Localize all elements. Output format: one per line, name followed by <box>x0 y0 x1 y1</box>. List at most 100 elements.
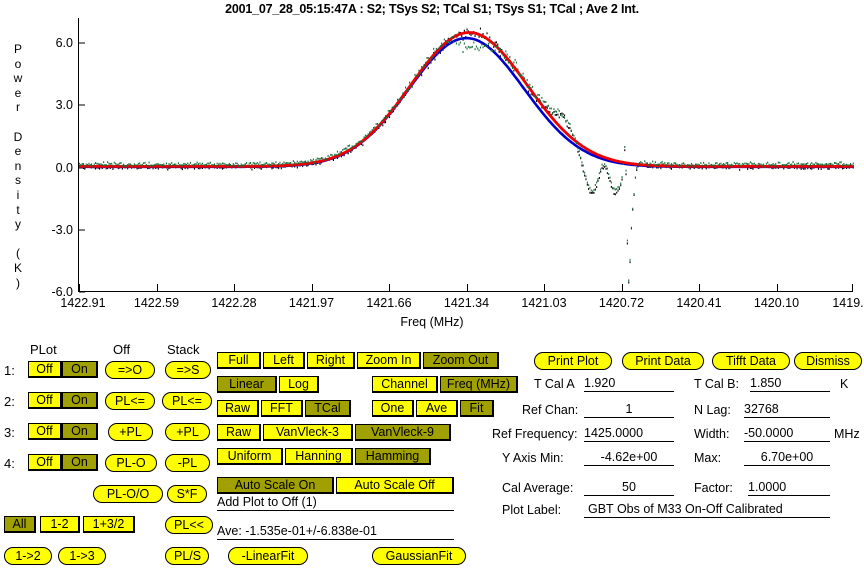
x-tick-label: 1420.10 <box>753 296 800 310</box>
stack-2-button[interactable]: PL<= <box>162 392 212 410</box>
tifft-data-button[interactable]: Tifft Data <box>712 352 790 370</box>
y-axis-title-char: e <box>14 85 22 100</box>
off-1-button[interactable]: =>O <box>105 361 155 379</box>
plot-2-off-button[interactable]: Off <box>28 392 62 409</box>
stack-4-button[interactable]: -PL <box>165 454 210 472</box>
window-hamming-button[interactable]: Hamming <box>355 448 431 465</box>
xaxis-channel-button[interactable]: Channel <box>372 376 438 393</box>
tcal-unit-label: K <box>840 377 849 391</box>
nav-right-button[interactable]: Right <box>307 352 355 369</box>
scale-log-button[interactable]: Log <box>279 376 319 393</box>
nav-full-button[interactable]: Full <box>217 352 261 369</box>
xaxis-freq-button[interactable]: Freq (MHz) <box>440 376 518 393</box>
avg-fit-button[interactable]: Fit <box>460 400 494 417</box>
add-plot-to-off-field[interactable]: Add Plot to Off (1) <box>217 495 454 511</box>
n-lag-field[interactable]: 32768 <box>744 402 830 418</box>
y-axis-max-field[interactable]: 6.70e+00 <box>744 450 830 466</box>
select-1-2-button[interactable]: 1-2 <box>40 516 80 533</box>
plot-1-off-button[interactable]: Off <box>28 361 62 378</box>
cal-raw-button[interactable]: Raw <box>217 400 259 417</box>
linear-fit-button[interactable]: -LinearFit <box>228 547 308 565</box>
auto-scale-off-button[interactable]: Auto Scale Off <box>336 477 454 494</box>
y-axis-title-gap <box>8 115 28 130</box>
stack-1-button[interactable]: =>S <box>165 361 211 379</box>
plot-area: 2001_07_28_05:15:47A : S2; TSys S2; TCal… <box>8 2 864 329</box>
cal-tcal-button[interactable]: TCal <box>305 400 351 417</box>
stack-3-button[interactable]: +PL <box>165 423 210 441</box>
cal-fft-button[interactable]: FFT <box>261 400 303 417</box>
factor-field[interactable]: 1.0000 <box>748 480 830 496</box>
dismiss-button[interactable]: Dismiss <box>794 352 862 370</box>
plot-3-on-button[interactable]: On <box>62 423 98 440</box>
vanvleck-9-button[interactable]: VanVleck-9 <box>355 424 451 441</box>
y-tick-label: -3.0 <box>51 222 73 237</box>
width-field[interactable]: -50.0000 <box>744 426 830 442</box>
x-tick-label: 1420.41 <box>676 296 722 310</box>
factor-label: Factor: <box>694 481 733 495</box>
pl-o-o-button[interactable]: PL-O/O <box>93 485 163 503</box>
x-tick-label: 1422.91 <box>60 296 106 310</box>
vanvleck-raw-button[interactable]: Raw <box>217 424 261 441</box>
y-axis-title-char: o <box>14 56 22 71</box>
y-axis-title-char: w <box>13 71 23 86</box>
y-axis-title-char: P <box>13 42 22 56</box>
y-axis-max-label: Max: <box>694 451 722 465</box>
tcal-b-label: T Cal B: <box>694 377 739 391</box>
cal-average-field[interactable]: 50 <box>584 480 674 496</box>
nav-left-button[interactable]: Left <box>263 352 305 369</box>
s-times-f-button[interactable]: S*F <box>167 485 207 503</box>
plot-title: 2001_07_28_05:15:47A : S2; TSys S2; TCal… <box>225 2 639 16</box>
print-data-button[interactable]: Print Data <box>622 352 704 370</box>
avg-ave-button[interactable]: Ave <box>416 400 458 417</box>
column-header-plot: PLot <box>30 342 57 357</box>
one-to-two-button[interactable]: 1->2 <box>4 547 52 565</box>
ref-frequency-label: Ref Frequency: <box>492 427 578 441</box>
spectrum-traces <box>79 27 854 284</box>
y-axis-title-char: n <box>14 158 22 173</box>
control-panel: PLot Off Stack 1: Off On =>O =>S 2: Off … <box>0 340 864 576</box>
ave-result-field[interactable]: Ave: -1.535e-01+/-6.838e-01 <box>217 524 454 540</box>
off-4-button[interactable]: PL-O <box>105 454 157 472</box>
off-3-button[interactable]: +PL <box>108 423 153 441</box>
tcal-a-field[interactable]: 1.920 <box>584 376 674 392</box>
row-label-4: 4: <box>4 456 15 471</box>
y-axis-title-char: i <box>16 187 20 202</box>
row-label-1: 1: <box>4 363 15 378</box>
y-tick-label: 0.0 <box>55 160 73 175</box>
gaussian-fit-button[interactable]: GaussianFit <box>372 547 466 565</box>
x-tick-label: 1421.03 <box>521 296 567 310</box>
one-to-three-button[interactable]: 1->3 <box>58 547 106 565</box>
y-axis-title-char: s <box>15 173 21 188</box>
pl-shift-button[interactable]: PL<< <box>165 516 213 534</box>
nav-zoom-out-button[interactable]: Zoom Out <box>423 352 499 369</box>
avg-one-button[interactable]: One <box>372 400 414 417</box>
select-all-button[interactable]: All <box>4 516 36 533</box>
y-axis-title-char: K <box>13 260 22 275</box>
window-uniform-button[interactable]: Uniform <box>217 448 283 465</box>
plot-1-on-button[interactable]: On <box>62 361 98 378</box>
plot-label-field[interactable]: GBT Obs of M33 On-Off Calibrated <box>584 502 830 518</box>
y-axis-min-field[interactable]: -4.62e+00 <box>584 450 674 466</box>
plot-3-off-button[interactable]: Off <box>28 423 62 440</box>
ref-frequency-field[interactable]: 1425.0000 <box>584 426 674 442</box>
window-hanning-button[interactable]: Hanning <box>285 448 353 465</box>
scale-linear-button[interactable]: Linear <box>217 376 277 393</box>
y-axis-min-label: Y Axis Min: <box>502 451 564 465</box>
pl-s-button[interactable]: PL/S <box>165 547 209 565</box>
y-axis-title-char: ) <box>16 275 20 290</box>
plot-4-off-button[interactable]: Off <box>28 454 62 471</box>
off-2-button[interactable]: PL<= <box>105 392 155 410</box>
ref-chan-label: Ref Chan: <box>522 403 579 417</box>
plot-4-on-button[interactable]: On <box>62 454 98 471</box>
nav-zoom-in-button[interactable]: Zoom In <box>357 352 421 369</box>
ref-chan-field[interactable]: 1 <box>584 402 674 418</box>
plot-2-on-button[interactable]: On <box>62 392 98 409</box>
y-tick-label: 3.0 <box>55 98 73 113</box>
y-axis-title-char: D <box>13 129 23 144</box>
vanvleck-3-button[interactable]: VanVleck-3 <box>263 424 353 441</box>
auto-scale-on-button[interactable]: Auto Scale On <box>217 477 334 494</box>
select-1plus32-button[interactable]: 1+3/2 <box>83 516 135 533</box>
x-axis-title: Freq (MHz) <box>400 315 464 329</box>
print-plot-button[interactable]: Print Plot <box>534 352 612 370</box>
tcal-b-field[interactable]: 1.850 <box>750 376 830 392</box>
